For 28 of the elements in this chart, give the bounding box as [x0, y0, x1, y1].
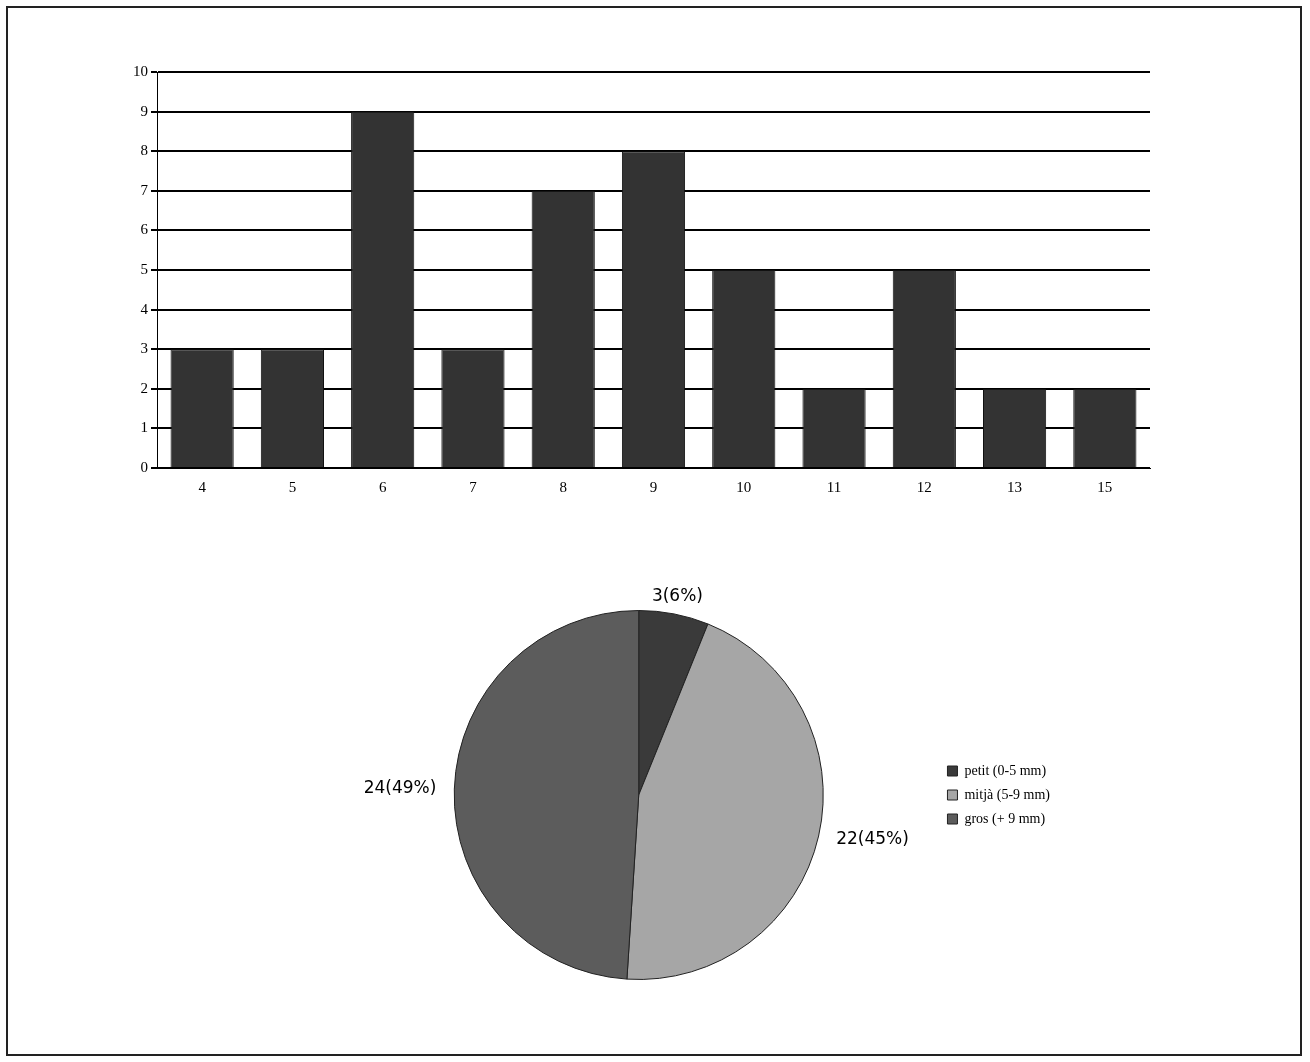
y-tick-label: 9 [140, 102, 148, 119]
y-tick-label: 8 [140, 142, 148, 159]
x-tick-label: 4 [198, 478, 207, 495]
legend-label: petit (0-5 mm) [964, 762, 1047, 779]
y-tick-label: 2 [140, 379, 148, 396]
y-tick-label: 1 [140, 419, 148, 436]
y-tick-label: 6 [140, 221, 149, 238]
data-label: 22(45%) [836, 828, 909, 849]
y-tick-label: 3 [140, 340, 148, 357]
x-tick-label: 13 [1007, 478, 1023, 495]
x-tick-label: 5 [288, 478, 297, 495]
x-tick-label: 10 [736, 478, 752, 495]
legend-label: gros (+ 9 mm) [964, 810, 1046, 827]
x-tick-label: 7 [469, 478, 478, 495]
x-tick-label: 6 [378, 478, 387, 495]
x-tick-label: 12 [916, 478, 932, 495]
y-tick-label: 0 [140, 458, 148, 475]
x-tick-label: 8 [559, 478, 567, 495]
data-label: 3(6%) [651, 584, 703, 605]
legend-label: mitjà (5-9 mm) [964, 786, 1051, 803]
y-tick-label: 4 [140, 300, 149, 317]
y-tick-label: 10 [133, 62, 148, 79]
x-tick-label: 15 [1097, 478, 1113, 495]
x-tick-label: 11 [826, 478, 842, 495]
y-tick-label: 5 [140, 260, 148, 277]
x-tick-label: 9 [649, 478, 658, 495]
y-tick-label: 7 [140, 181, 149, 198]
data-label: 24(49%) [363, 776, 437, 797]
